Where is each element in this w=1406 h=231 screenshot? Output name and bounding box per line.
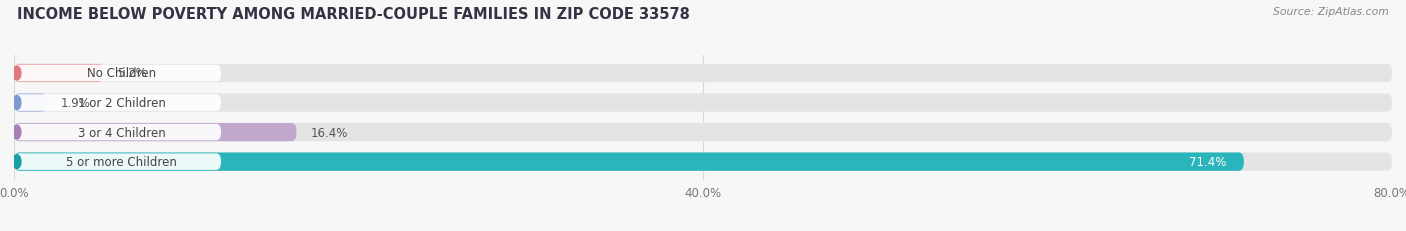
Circle shape [13, 126, 21, 140]
FancyBboxPatch shape [14, 123, 297, 142]
Circle shape [13, 96, 21, 110]
FancyBboxPatch shape [14, 95, 221, 111]
FancyBboxPatch shape [14, 94, 46, 112]
FancyBboxPatch shape [14, 153, 1392, 171]
FancyBboxPatch shape [14, 64, 104, 83]
Text: 5.2%: 5.2% [118, 67, 148, 80]
FancyBboxPatch shape [14, 123, 1392, 142]
FancyBboxPatch shape [14, 153, 1244, 171]
FancyBboxPatch shape [14, 124, 221, 141]
Circle shape [13, 155, 21, 169]
Text: 71.4%: 71.4% [1189, 155, 1226, 168]
Text: Source: ZipAtlas.com: Source: ZipAtlas.com [1274, 7, 1389, 17]
Text: 1 or 2 Children: 1 or 2 Children [77, 97, 166, 109]
Circle shape [13, 67, 21, 81]
FancyBboxPatch shape [14, 94, 1392, 112]
Text: 5 or more Children: 5 or more Children [66, 155, 177, 168]
Text: 3 or 4 Children: 3 or 4 Children [77, 126, 166, 139]
Text: INCOME BELOW POVERTY AMONG MARRIED-COUPLE FAMILIES IN ZIP CODE 33578: INCOME BELOW POVERTY AMONG MARRIED-COUPL… [17, 7, 690, 22]
FancyBboxPatch shape [14, 64, 1392, 83]
Text: 16.4%: 16.4% [311, 126, 347, 139]
FancyBboxPatch shape [14, 65, 221, 82]
Text: 1.9%: 1.9% [60, 97, 90, 109]
FancyBboxPatch shape [14, 154, 221, 170]
Text: No Children: No Children [87, 67, 156, 80]
